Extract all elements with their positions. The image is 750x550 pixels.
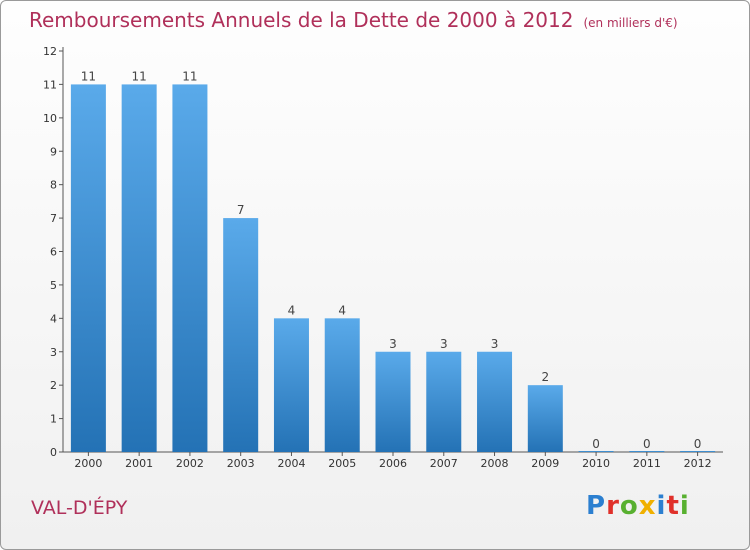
logo-letter: i (656, 491, 667, 521)
proxiti-logo[interactable]: Proxiti (586, 491, 690, 521)
x-tick-label: 2000 (74, 457, 102, 470)
x-tick-label: 2004 (277, 457, 305, 470)
data-label-2004: 4 (288, 303, 296, 317)
bar-2010 (578, 451, 614, 452)
bar-2002 (172, 84, 208, 453)
y-tick-label: 1 (50, 413, 57, 426)
data-label-2009: 2 (541, 370, 549, 384)
data-label-2011: 0 (643, 437, 651, 451)
logo-letter: o (619, 491, 639, 521)
x-tick-label: 2009 (531, 457, 559, 470)
x-tick-label: 2007 (430, 457, 458, 470)
bar-2004 (273, 318, 309, 452)
y-tick-label: 12 (43, 45, 57, 58)
logo-letter: x (638, 491, 657, 521)
logo-letter: r (606, 491, 620, 521)
x-tick-label: 2012 (684, 457, 712, 470)
x-tick-label: 2008 (481, 457, 509, 470)
data-label-2007: 3 (440, 337, 448, 351)
x-tick-label: 2001 (125, 457, 153, 470)
y-tick-label: 6 (50, 246, 57, 259)
y-tick-label: 9 (50, 145, 57, 158)
data-label-2008: 3 (491, 337, 499, 351)
y-tick-label: 8 (50, 179, 57, 192)
data-label-2001: 11 (132, 69, 147, 83)
bar-2009 (527, 385, 563, 452)
bar-2005 (324, 318, 360, 452)
x-tick-label: 2011 (633, 457, 661, 470)
y-tick-label: 0 (50, 446, 57, 459)
data-label-2006: 3 (389, 337, 397, 351)
y-tick-label: 7 (50, 212, 57, 225)
logo-letter: i (679, 491, 690, 521)
bar-2007 (426, 351, 462, 452)
logo-letter: t (666, 491, 680, 521)
bar-2012 (680, 451, 716, 452)
bar-2006 (375, 351, 411, 452)
data-label-2002: 11 (182, 69, 197, 83)
y-tick-label: 10 (43, 112, 57, 125)
bar-2001 (121, 84, 157, 453)
y-tick-label: 5 (50, 279, 57, 292)
data-label-2010: 0 (592, 437, 600, 451)
y-tick-label: 11 (43, 78, 57, 91)
x-tick-label: 2005 (328, 457, 356, 470)
data-label-2003: 7 (237, 203, 245, 217)
chart-title-text: Remboursements Annuels de la Dette de 20… (29, 8, 574, 32)
bar-2003 (223, 218, 259, 452)
x-tick-label: 2006 (379, 457, 407, 470)
data-label-2012: 0 (694, 437, 702, 451)
bar-2011 (629, 451, 665, 452)
town-name: VAL-D'ÉPY (31, 497, 128, 519)
y-tick-label: 3 (50, 346, 57, 359)
x-tick-label: 2003 (227, 457, 255, 470)
data-label-2005: 4 (338, 303, 346, 317)
y-tick-label: 2 (50, 379, 57, 392)
chart-title: Remboursements Annuels de la Dette de 20… (29, 8, 678, 32)
x-tick-label: 2010 (582, 457, 610, 470)
chart-subtitle: (en milliers d'€) (583, 16, 678, 30)
x-tick-label: 2002 (176, 457, 204, 470)
data-label-2000: 11 (81, 69, 96, 83)
bar-2008 (477, 351, 513, 452)
bar-2000 (70, 84, 106, 453)
y-tick-label: 4 (50, 312, 57, 325)
logo-letter: P (586, 491, 607, 521)
